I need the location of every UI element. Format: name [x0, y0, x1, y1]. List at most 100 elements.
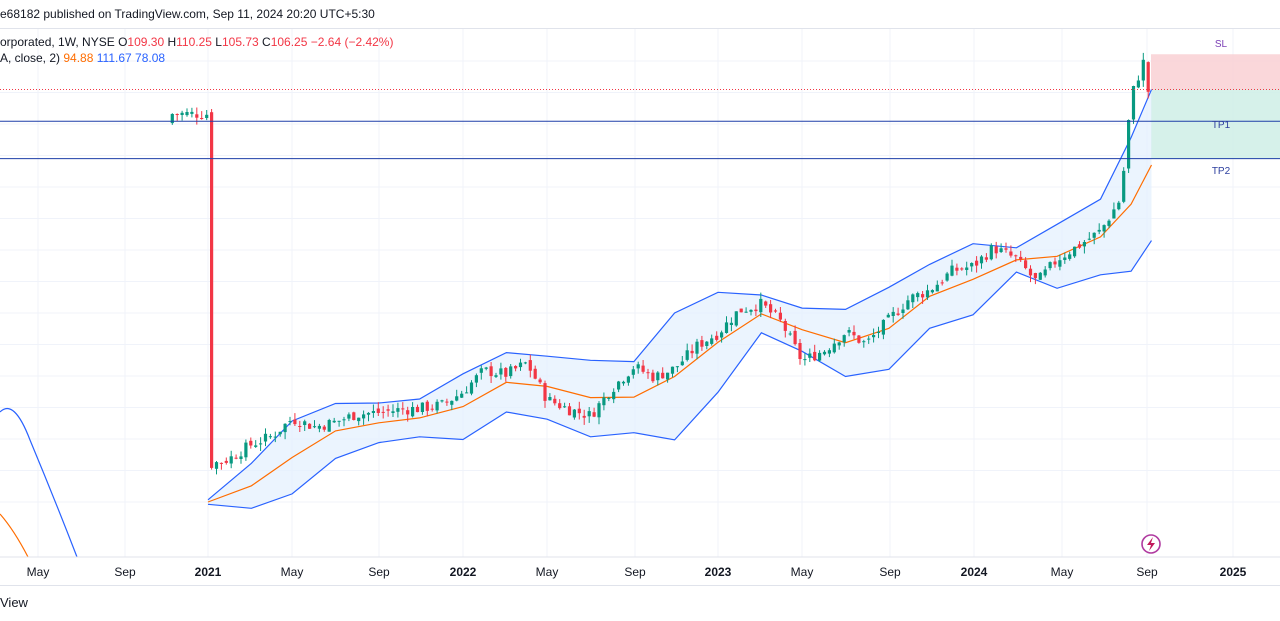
candle-body	[705, 341, 709, 346]
candle-body	[469, 382, 474, 394]
candle-body	[293, 419, 297, 425]
candle-body	[415, 406, 420, 413]
candle-body	[533, 368, 537, 379]
candle-body	[631, 369, 635, 375]
candle-body	[538, 379, 542, 383]
x-tick-label: 2021	[195, 565, 222, 579]
candle-body	[930, 290, 934, 293]
candle-body	[577, 408, 581, 414]
candle-body	[656, 372, 660, 381]
candle-body	[185, 112, 189, 116]
candle-body	[381, 411, 385, 413]
candle-body	[906, 300, 910, 310]
candle-body	[822, 351, 827, 355]
candle-body	[263, 433, 268, 442]
close-label: C	[262, 35, 271, 49]
candle-body	[327, 420, 331, 432]
high-label: H	[167, 35, 177, 49]
chart-legend: orporated, 1W, NYSE O109.30 H110.25 L105…	[0, 34, 393, 66]
candle-body	[430, 408, 434, 410]
candle-body	[769, 304, 773, 313]
candle-body	[842, 335, 846, 343]
candle-body	[759, 298, 763, 313]
price-chart[interactable]: SL TP1 TP2 May Sep 2021 May Sep 2022 May Sep 2023 Ma…	[0, 28, 1280, 585]
candle-body	[999, 248, 1003, 252]
x-tick-label: Sep	[368, 565, 390, 579]
candle-body	[229, 456, 233, 464]
candle-body	[965, 267, 969, 270]
candle-body	[710, 338, 714, 344]
candle-body	[945, 273, 949, 281]
lower-value: 78.08	[135, 51, 166, 65]
candle-body	[680, 361, 684, 366]
candle-body	[602, 397, 606, 406]
candle-body	[1033, 273, 1037, 279]
candle-body	[195, 114, 199, 118]
candle-body	[690, 350, 694, 354]
candle-body	[857, 335, 861, 343]
candle-body	[1073, 246, 1077, 257]
candle-body	[1019, 256, 1023, 260]
upper-value: 111.67	[96, 51, 132, 65]
open-label: O	[118, 35, 128, 49]
basis-value: 94.88	[63, 51, 94, 65]
candle-body	[896, 313, 900, 315]
candle-body	[298, 426, 302, 427]
candle-body	[1043, 269, 1047, 276]
candle-body	[347, 414, 351, 419]
candle-body	[612, 391, 616, 400]
candle-body	[1141, 59, 1145, 81]
close-value: 106.25	[270, 35, 308, 49]
basis-line	[207, 164, 1153, 503]
candle-body	[450, 400, 454, 405]
candle-body	[832, 343, 836, 353]
candle-body	[391, 411, 395, 413]
candle-body	[420, 402, 424, 412]
open-value: 109.30	[127, 35, 165, 49]
candle-body	[219, 462, 223, 464]
candle-body	[244, 442, 248, 458]
candle-body	[234, 457, 238, 459]
candle-body	[1024, 260, 1028, 269]
candle-body	[386, 409, 390, 411]
candle-body	[886, 314, 890, 318]
candle-body	[1117, 202, 1121, 210]
candle-body	[749, 309, 753, 312]
candle-body	[567, 406, 572, 416]
candle-body	[362, 414, 366, 419]
candle-body	[783, 321, 787, 331]
candle-body	[312, 426, 317, 428]
publish-text: e68182 published on TradingView.com, Sep…	[0, 7, 375, 21]
candle-body	[940, 282, 944, 284]
candle-body	[1058, 260, 1062, 267]
candle-body	[734, 311, 738, 326]
candle-body	[847, 330, 851, 333]
candle-body	[695, 341, 699, 354]
candle-body	[911, 294, 915, 303]
candle-body	[872, 335, 876, 338]
candle-body	[666, 372, 670, 380]
level-label-sl: SL	[1215, 39, 1228, 50]
candle-body	[1131, 86, 1136, 120]
upper-band-left-arc	[0, 407, 78, 558]
footer-bar: View	[0, 585, 1280, 621]
candle-body	[1102, 225, 1106, 232]
upper-band-line	[207, 89, 1153, 501]
candle-body	[558, 403, 562, 409]
candle-body	[1136, 80, 1140, 88]
x-tick-label: May	[536, 565, 559, 579]
candle-body	[818, 352, 822, 361]
level-label-tp1: TP1	[1212, 120, 1231, 131]
candle-body	[1048, 262, 1052, 269]
candle-body	[862, 341, 866, 343]
candle-body	[357, 417, 361, 422]
candle-body	[259, 443, 263, 445]
candle-body	[582, 415, 586, 418]
candle-body	[332, 420, 336, 423]
footer-text: View	[0, 595, 28, 610]
candle-body	[1053, 261, 1057, 265]
candle-body	[460, 393, 464, 398]
candle-body	[406, 410, 410, 415]
candle-body	[1082, 242, 1086, 247]
candle-body	[729, 322, 733, 325]
